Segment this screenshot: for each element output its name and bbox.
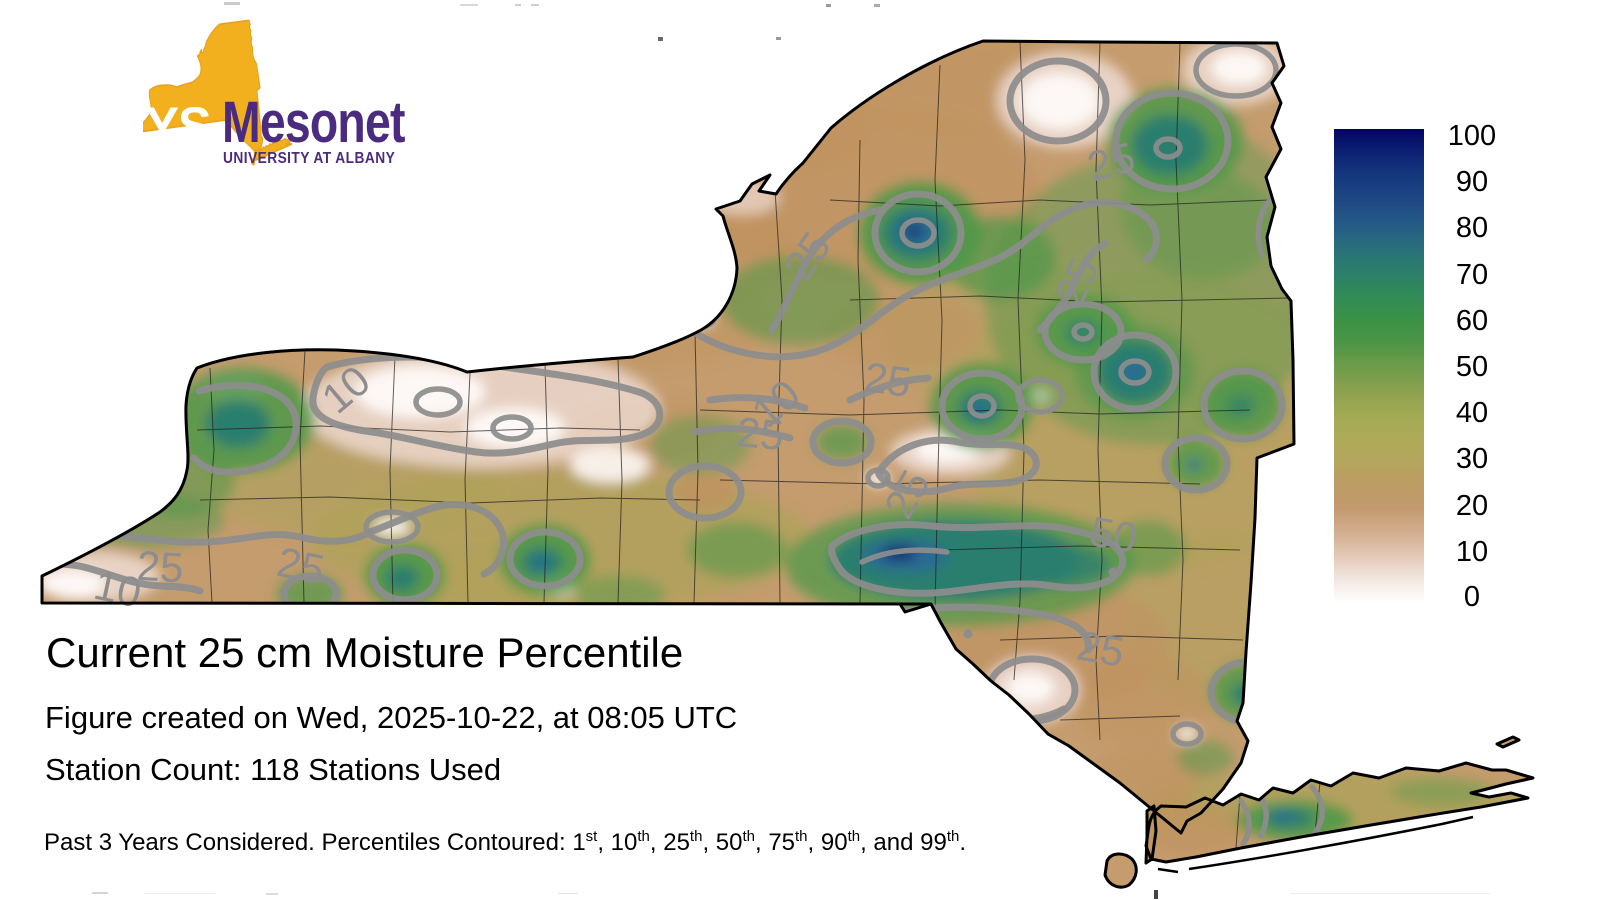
colorbar-tick: 30 bbox=[1455, 443, 1489, 475]
crop-artifact bbox=[1290, 893, 1490, 894]
crop-artifact bbox=[515, 4, 521, 6]
contour-label: 10 bbox=[90, 561, 145, 617]
footnote-text: , 75 bbox=[754, 829, 796, 856]
crop-artifact bbox=[224, 2, 240, 5]
contour-label: 25 bbox=[1074, 621, 1128, 675]
colorbar-tick: 90 bbox=[1455, 166, 1489, 198]
crop-artifact bbox=[531, 4, 539, 6]
figure-created-caption: Figure created on Wed, 2025-10-22, at 08… bbox=[45, 700, 738, 735]
figure-title: Current 25 cm Moisture Percentile bbox=[46, 629, 684, 676]
footnote-sup: th bbox=[847, 828, 861, 845]
crop-artifact bbox=[826, 4, 831, 7]
barrier-islands bbox=[1157, 815, 1474, 874]
footnote-sup: th bbox=[795, 828, 808, 845]
footnote-sup: st bbox=[585, 828, 598, 845]
logo-nys-text: NYS bbox=[110, 97, 212, 156]
crop-artifact bbox=[558, 893, 578, 894]
colorbar-tick: 70 bbox=[1455, 259, 1489, 291]
crop-artifact bbox=[874, 4, 880, 7]
colorbar-tick: 10 bbox=[1455, 536, 1489, 568]
contour-label: 50 bbox=[1087, 507, 1141, 561]
station-count-caption: Station Count: 118 Stations Used bbox=[45, 752, 502, 787]
contour-label: 25 bbox=[136, 542, 185, 591]
colorbar-tick: 80 bbox=[1455, 212, 1489, 244]
colorbar-tick: 20 bbox=[1455, 490, 1489, 522]
footnote-sup: th bbox=[946, 828, 960, 845]
colorbar-tick: 50 bbox=[1455, 351, 1489, 383]
colorbar-tick: 40 bbox=[1455, 397, 1489, 429]
footnote-text: , 10 bbox=[597, 829, 638, 856]
crop-artifact bbox=[776, 37, 781, 40]
footnote-text: , and 99 bbox=[860, 829, 947, 856]
contour-label: 25 bbox=[735, 408, 786, 459]
colorbar-tick: 60 bbox=[1455, 305, 1489, 337]
footnote-text: Past 3 Years Considered. Percentiles Con… bbox=[44, 829, 586, 856]
crop-artifact bbox=[1154, 890, 1158, 899]
crop-artifact bbox=[266, 893, 278, 895]
footnote-text: , 50 bbox=[702, 829, 743, 856]
contour-label: 25 bbox=[861, 353, 914, 406]
colorbar-gradient bbox=[1334, 129, 1424, 603]
logo-mesonet-text: Mesonet bbox=[222, 90, 405, 155]
footnote-text: , 25 bbox=[649, 829, 690, 856]
crop-artifact bbox=[92, 892, 108, 894]
nys-mesonet-logo: NYS Mesonet UNIVERSITY AT ALBANY bbox=[50, 0, 430, 218]
colorbar-tick: 0 bbox=[1463, 581, 1481, 613]
footnote-text: , 90 bbox=[807, 829, 848, 856]
crop-artifact bbox=[658, 37, 663, 41]
footnote-text: . bbox=[959, 829, 967, 856]
footnote-sup: th bbox=[742, 828, 755, 845]
crop-artifact bbox=[145, 893, 215, 894]
footnote-sup: th bbox=[689, 828, 703, 845]
percentiles-footnote: Past 3 Years Considered. Percentiles Con… bbox=[44, 828, 966, 857]
contour-label: 25 bbox=[273, 538, 328, 594]
crop-artifact bbox=[460, 4, 478, 6]
colorbar-tick: 100 bbox=[1447, 120, 1497, 152]
footnote-sup: th bbox=[637, 828, 650, 845]
logo-university-text: UNIVERSITY AT ALBANY bbox=[223, 150, 396, 167]
